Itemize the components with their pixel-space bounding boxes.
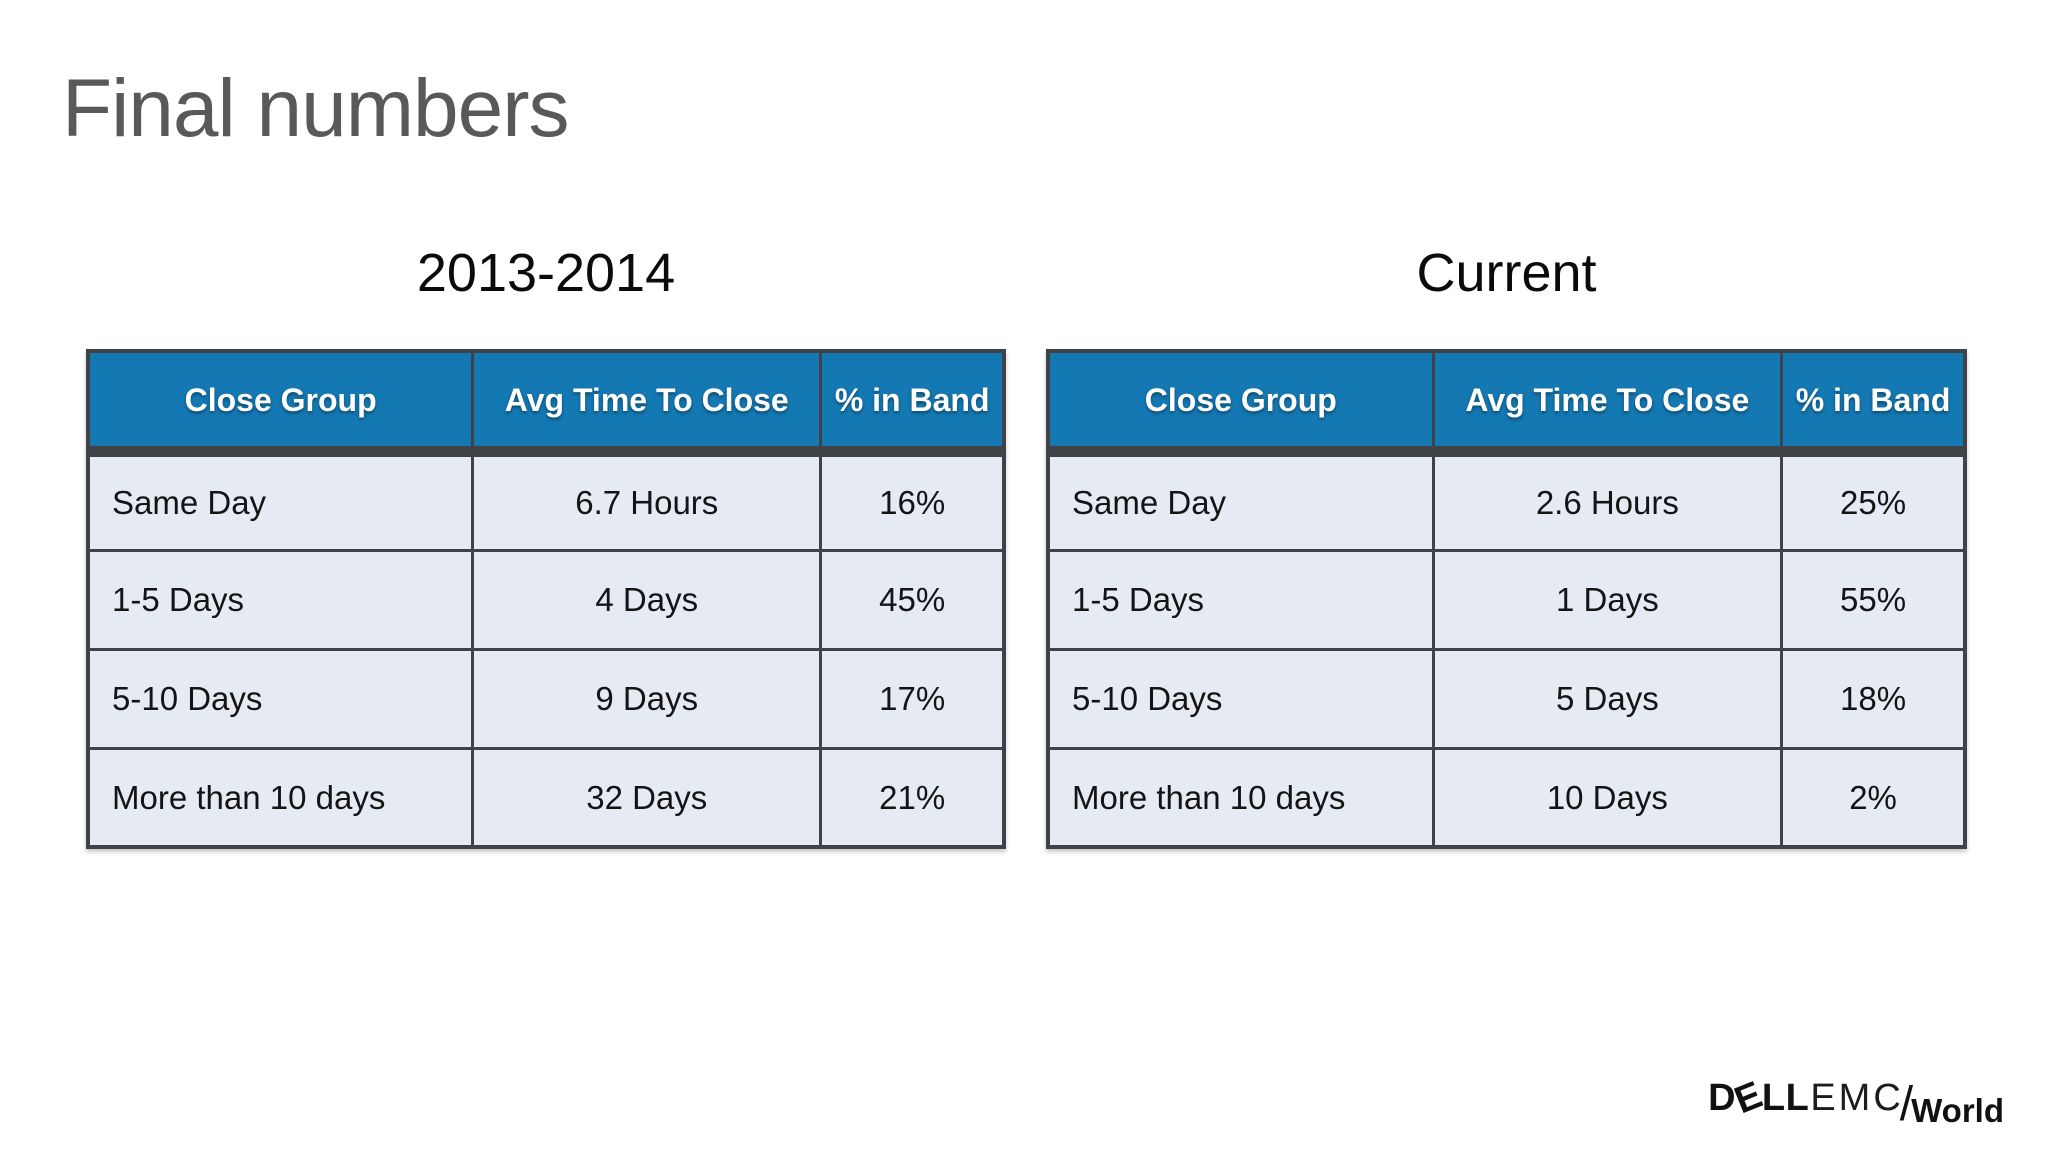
- table-cell: 32 Days: [471, 746, 823, 849]
- table-cell: 2%: [1780, 746, 1967, 849]
- table-cell: 4 Days: [471, 548, 823, 651]
- table-cell: Same Day: [1046, 449, 1435, 552]
- table-cell: More than 10 days: [86, 746, 475, 849]
- table-cell: 5 Days: [1431, 647, 1784, 750]
- table-cell: 55%: [1780, 548, 1967, 651]
- table-cell: 17%: [819, 647, 1006, 750]
- table-row: 1-5 Days 4 Days 45%: [86, 548, 1006, 651]
- column-header-close-group: Close Group: [1046, 349, 1435, 457]
- table-caption-2013-2014: 2013-2014: [416, 243, 676, 303]
- table-header-row: Close Group Avg Time To Close % in Band: [86, 349, 1006, 457]
- table-cell: 6.7 Hours: [471, 449, 823, 552]
- emc-logo-text: EMC: [1810, 1077, 1904, 1119]
- column-header-pct-in-band: % in Band: [1780, 349, 1967, 457]
- dell-logo-icon: DELL: [1708, 1073, 1810, 1123]
- table-cell: 10 Days: [1431, 746, 1784, 849]
- table-2013-2014: Close Group Avg Time To Close % in Band …: [86, 349, 1006, 850]
- dell-emc-world-logo: DELL EMC / World: [1708, 1067, 2004, 1131]
- table-cell: Same Day: [86, 449, 475, 552]
- table-cell: 1 Days: [1431, 548, 1784, 651]
- logo-slash-icon: /: [1899, 1078, 1914, 1131]
- table-cell: 18%: [1780, 647, 1967, 750]
- column-header-pct-in-band: % in Band: [819, 349, 1006, 457]
- table-cell: 1-5 Days: [1046, 548, 1435, 651]
- table-row: Same Day 2.6 Hours 25%: [1046, 449, 1967, 552]
- table-header-row: Close Group Avg Time To Close % in Band: [1046, 349, 1967, 457]
- table-cell: More than 10 days: [1046, 746, 1435, 849]
- table-cell: 5-10 Days: [1046, 647, 1435, 750]
- table-cell: 45%: [819, 548, 1006, 651]
- table-row: More than 10 days 10 Days 2%: [1046, 746, 1967, 849]
- table-row: 1-5 Days 1 Days 55%: [1046, 548, 1967, 651]
- table-cell: 2.6 Hours: [1431, 449, 1784, 552]
- page-title: Final numbers: [62, 63, 570, 154]
- table-cell: 9 Days: [471, 647, 823, 750]
- table-caption-current: Current: [1416, 243, 1597, 303]
- column-header-close-group: Close Group: [86, 349, 475, 457]
- table-cell: 5-10 Days: [86, 647, 475, 750]
- table-cell: 1-5 Days: [86, 548, 475, 651]
- column-header-avg-time-to-close: Avg Time To Close: [1431, 349, 1784, 457]
- table-cell: 16%: [819, 449, 1006, 552]
- table-section-2013-2014: 2013-2014 Close Group Avg Time To Close …: [86, 243, 1006, 850]
- column-header-avg-time-to-close: Avg Time To Close: [471, 349, 823, 457]
- table-cell: 25%: [1780, 449, 1967, 552]
- table-row: 5-10 Days 5 Days 18%: [1046, 647, 1967, 750]
- world-logo-text: World: [1911, 1092, 2004, 1129]
- table-section-current: Current Close Group Avg Time To Close % …: [1046, 243, 1967, 850]
- table-cell: 21%: [819, 746, 1006, 849]
- table-row: Same Day 6.7 Hours 16%: [86, 449, 1006, 552]
- table-row: 5-10 Days 9 Days 17%: [86, 647, 1006, 750]
- table-current: Close Group Avg Time To Close % in Band …: [1046, 349, 1967, 850]
- table-row: More than 10 days 32 Days 21%: [86, 746, 1006, 849]
